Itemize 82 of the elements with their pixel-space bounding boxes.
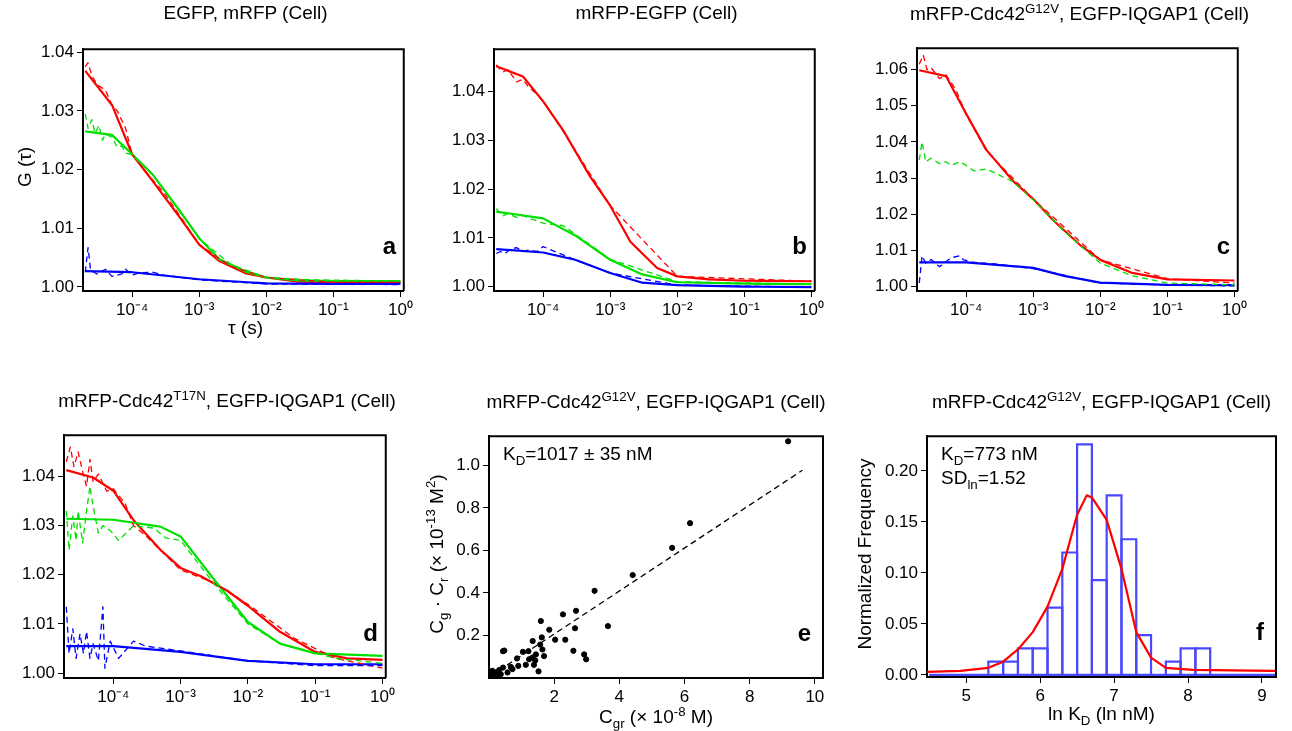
- x-tick-label: 10⁻⁴: [97, 686, 130, 706]
- y-tick-label: 0.15: [884, 511, 918, 531]
- x-axis-title: τ (s): [228, 317, 263, 339]
- annotation: SD$_{ln}$=1.52: [941, 467, 1026, 494]
- x-tick-label: 10⁻⁴: [116, 299, 149, 319]
- x-tick-label: 6: [679, 686, 690, 706]
- x-tick-label: 10⁻⁴: [527, 299, 560, 319]
- x-tick-label: 5: [961, 685, 971, 705]
- chart-title: mRFP-Cdc42$^{T17N}$, EGFP-IQGAP1 (Cell): [58, 388, 396, 413]
- x-tick-label: 7: [1109, 685, 1119, 705]
- chart-title: mRFP-Cdc42$^{G12V}$, EGFP-IQGAP1 (Cell): [909, 1, 1250, 26]
- x-tick-label: 8: [744, 686, 755, 706]
- y-axis-title: Normalized Frequency: [854, 457, 876, 650]
- y-tick-label: 1.01: [874, 240, 908, 260]
- y-axis-title: G (τ): [14, 146, 36, 188]
- x-tick-label: 10⁰: [799, 299, 824, 319]
- x-tick-label: 10⁻³: [165, 686, 197, 706]
- x-tick-label: 10⁻³: [183, 299, 215, 319]
- y-tick-label: 1.02: [21, 564, 55, 584]
- y-tick-label: 0.10: [884, 562, 918, 582]
- x-tick-label: 2: [549, 686, 559, 706]
- annotation: b: [792, 232, 807, 260]
- y-tick-label: 1.02: [874, 203, 908, 223]
- annotation: f: [1256, 618, 1264, 646]
- x-tick-label: 10⁻¹: [318, 299, 350, 319]
- y-tick-label: 1.04: [451, 81, 485, 101]
- y-tick-label: 1.03: [874, 167, 908, 187]
- y-tick-label: 1.01: [451, 227, 485, 247]
- y-tick-label: 0.4: [456, 582, 480, 602]
- x-tick-label: 10⁰: [388, 299, 413, 319]
- x-tick-label: 10⁻¹: [729, 299, 761, 319]
- y-tick-label: 1.04: [874, 131, 908, 151]
- y-tick-label: 1.00: [21, 662, 55, 682]
- y-tick-label: 1.02: [451, 178, 485, 198]
- y-tick-label: 1.00: [40, 276, 74, 296]
- x-tick-label: 10⁻¹: [299, 686, 331, 706]
- y-tick-label: 1.05: [874, 95, 908, 115]
- y-tick-label: 1.04: [40, 41, 74, 61]
- y-tick-label: 0.6: [456, 540, 480, 560]
- x-tick-label: 10⁻³: [1017, 299, 1049, 319]
- x-tick-label: 10⁻²: [251, 299, 282, 319]
- x-tick-label: 10⁻⁴: [950, 299, 983, 319]
- y-tick-label: 1.01: [21, 613, 55, 633]
- x-tick-label: 10⁻²: [662, 299, 693, 319]
- y-tick-label: 1.00: [874, 276, 908, 296]
- y-tick-label: 0.00: [884, 664, 918, 684]
- y-tick-label: 1.02: [40, 159, 74, 179]
- chart-title: mRFP-Cdc42$^{G12V}$, EGFP-IQGAP1 (Cell): [931, 389, 1272, 414]
- y-tick-label: 1.01: [40, 217, 74, 237]
- y-tick-label: 1.04: [21, 466, 55, 486]
- y-tick-label: 1.06: [874, 59, 908, 79]
- annotation: c: [1216, 232, 1230, 260]
- chart-title: mRFP-Cdc42$^{G12V}$, EGFP-IQGAP1 (Cell): [486, 389, 826, 414]
- y-tick-label: 0.05: [884, 613, 918, 633]
- x-tick-label: 10⁰: [1222, 299, 1247, 319]
- y-tick-label: 0.20: [884, 460, 918, 480]
- annotation: d: [363, 619, 378, 647]
- chart-title: mRFP-EGFP (Cell): [575, 2, 738, 24]
- x-tick-label: 8: [1183, 685, 1193, 705]
- y-tick-label: 0.2: [456, 625, 480, 645]
- y-tick-label: 1.00: [451, 276, 485, 296]
- x-tick-label: 10⁻¹: [1152, 299, 1184, 319]
- x-tick-label: 10⁻²: [1085, 299, 1116, 319]
- y-tick-label: 1.03: [40, 100, 74, 120]
- y-tick-label: 0.8: [456, 497, 480, 517]
- x-tick-label: 10⁻³: [594, 299, 626, 319]
- x-axis-title: ln K$_{D}$ (ln nM): [1048, 703, 1155, 728]
- annotation: K$_{D}$=1017 ± 35 nM: [503, 443, 653, 470]
- x-tick-label: 6: [1035, 685, 1045, 705]
- chart-title: EGFP, mRFP (Cell): [163, 2, 328, 24]
- x-axis-title: C$_{gr}$ (× 10$^{-8}$ M): [599, 704, 713, 731]
- annotation: e: [797, 619, 811, 647]
- y-tick-label: 1.03: [21, 515, 55, 535]
- x-tick-label: 10⁻²: [232, 686, 264, 706]
- x-tick-label: 10: [805, 686, 825, 706]
- y-tick-label: 1.03: [451, 130, 485, 150]
- x-tick-label: 9: [1257, 685, 1267, 705]
- y-tick-label: 1.0: [456, 455, 480, 475]
- annotation: a: [382, 232, 396, 260]
- x-tick-label: 4: [614, 686, 625, 706]
- x-tick-label: 10⁰: [370, 686, 395, 706]
- annotation: K$_{D}$=773 nM: [941, 443, 1038, 468]
